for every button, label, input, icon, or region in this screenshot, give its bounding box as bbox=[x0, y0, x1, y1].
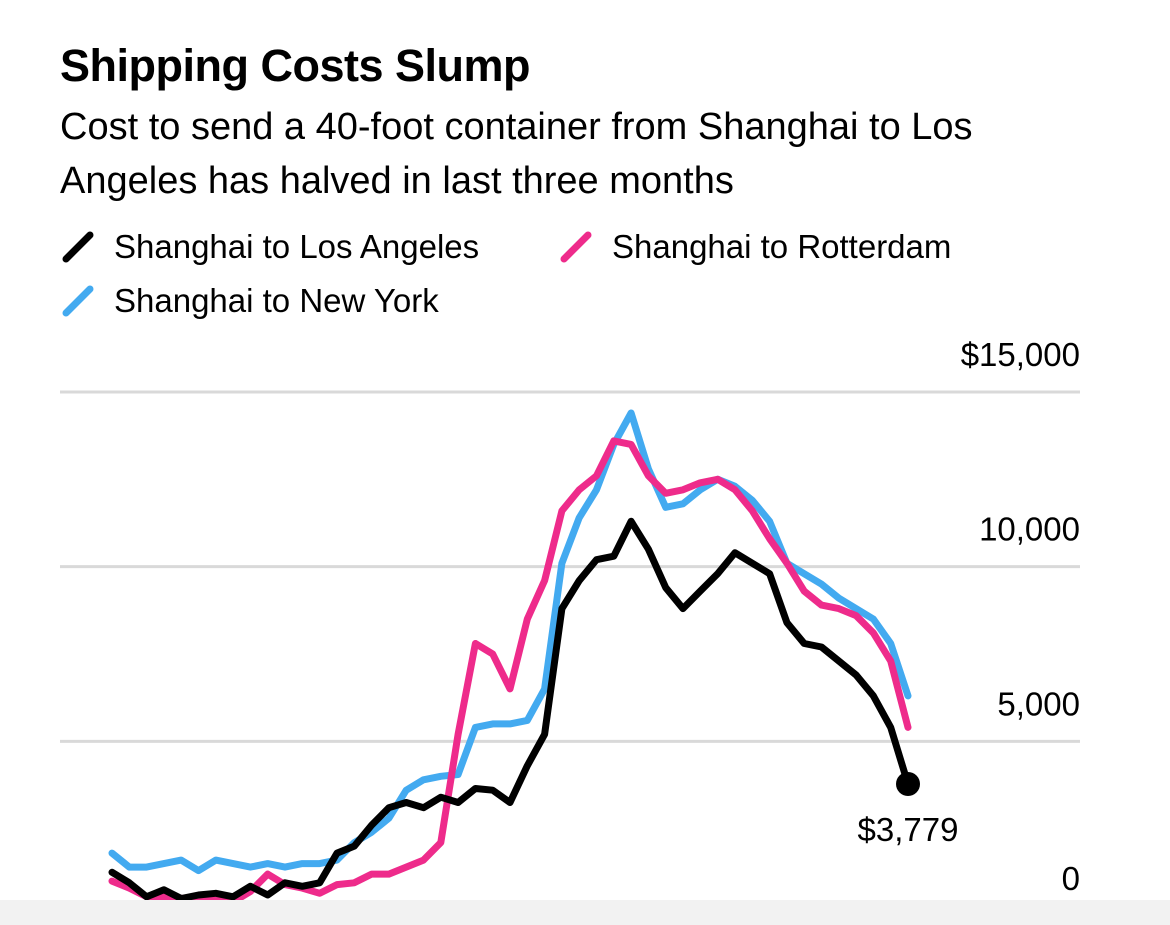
series-line-rotterdam bbox=[108, 437, 912, 900]
line-chart: $15,000 10,000 5,000 0 $3,779 bbox=[60, 336, 1080, 900]
legend-label-los-angeles: Shanghai to Los Angeles bbox=[114, 228, 480, 265]
chart-title: Shipping Costs Slump bbox=[60, 40, 531, 91]
series-line-los-angeles bbox=[108, 517, 912, 900]
chart-subtitle: Cost to send a 40-foot container from Sh… bbox=[60, 106, 973, 202]
legend-item-rotterdam: Shanghai to Rotterdam bbox=[558, 228, 951, 266]
legend-item-los-angeles: Shanghai to Los Angeles bbox=[60, 228, 479, 266]
footer-band bbox=[0, 900, 1170, 925]
series-line-new-york bbox=[108, 409, 912, 875]
legend-item-new-york: Shanghai to New York bbox=[60, 282, 439, 320]
legend-label-new-york: Shanghai to New York bbox=[114, 282, 439, 319]
y-tick-label-10000: 10,000 bbox=[979, 511, 1080, 548]
end-value-label: $3,779 bbox=[858, 811, 959, 848]
legend-swatch-los-angeles bbox=[62, 231, 94, 263]
y-tick-label-5000: 5,000 bbox=[997, 685, 1080, 722]
y-tick-label-15000: $15,000 bbox=[961, 336, 1080, 373]
legend-swatch-rotterdam bbox=[560, 231, 592, 263]
end-point-marker bbox=[896, 771, 920, 796]
legend-swatch-new-york bbox=[62, 285, 94, 317]
legend-label-rotterdam: Shanghai to Rotterdam bbox=[612, 228, 952, 265]
y-tick-label-0: 0 bbox=[1062, 860, 1080, 897]
